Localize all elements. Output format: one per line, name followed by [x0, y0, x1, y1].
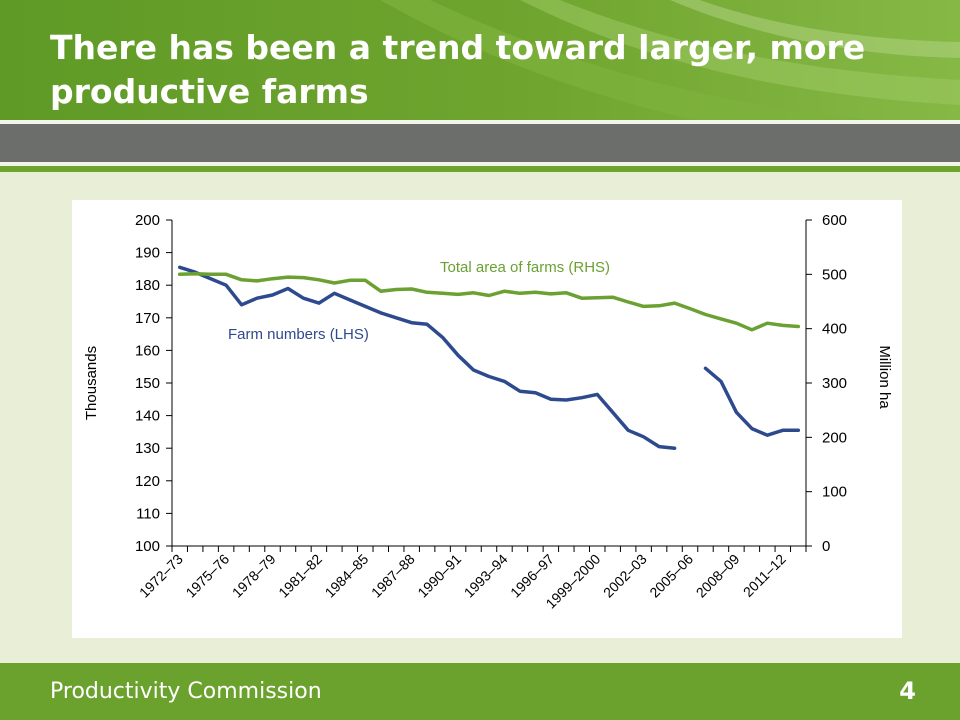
right-axis-tick-label: 100 [822, 484, 847, 501]
chart-panel: 100 110 120 130 140 150 160 170 180 190 200 0 100 200… [72, 200, 902, 638]
left-axis-label: Thousands [83, 346, 100, 420]
left-axis-tick-label: 150 [135, 375, 160, 392]
right-axis-tick-label: 300 [822, 375, 847, 392]
left-axis-tick-label: 190 [135, 245, 160, 262]
slide-header: There has been a trend toward larger, mo… [0, 0, 960, 172]
x-axis-tick-label: 1978–79 [229, 551, 279, 601]
left-axis-tick-label: 110 [136, 505, 160, 522]
x-axis-tick-label: 1975–76 [182, 551, 232, 601]
x-axis-tick-label: 2002–03 [600, 551, 650, 601]
left-axis-tick-label: 100 [135, 538, 160, 555]
right-axis-tick-label: 0 [822, 538, 830, 555]
series-line-farm-numbers [177, 265, 801, 450]
x-axis-tick-label: 1984–85 [322, 551, 372, 601]
right-axis-tick-label: 200 [822, 429, 847, 446]
x-axis-tick-label: 1990–91 [414, 551, 464, 601]
x-axis-tick-label: 2008–09 [693, 551, 743, 601]
x-axis-tick-label: 1981–82 [275, 551, 325, 601]
header-swoosh-decoration [0, 0, 960, 172]
left-axis-tick-label: 140 [135, 408, 160, 425]
series-label-farm-numbers: Farm numbers (LHS) [228, 326, 369, 343]
x-axis-tick-label: 1993–94 [461, 551, 511, 601]
left-axis-tick-label: 120 [135, 473, 160, 490]
left-axis-tick-label: 180 [135, 277, 160, 294]
x-axis-tick-label: 2005–06 [646, 551, 696, 601]
farm-trend-chart: 100 110 120 130 140 150 160 170 180 190 200 0 100 200… [83, 212, 893, 612]
right-axis-tick-label: 500 [822, 266, 847, 283]
left-axis-tick-label: 130 [135, 440, 160, 457]
x-axis-tick-label: 1987–88 [368, 551, 418, 601]
slide-title: There has been a trend toward larger, mo… [50, 28, 866, 111]
series-line-farm-area [177, 272, 801, 332]
left-axis-tick-label: 160 [135, 342, 160, 359]
x-axis-tick-label: 1972–73 [136, 551, 186, 601]
x-axis-tick-label: 2011–12 [740, 551, 789, 600]
right-axis-label: Million ha [876, 345, 893, 409]
right-axis-tick-label: 400 [822, 321, 847, 338]
left-axis-tick-label: 200 [135, 212, 160, 229]
left-axis-tick-label: 170 [135, 310, 160, 327]
right-axis-tick-label: 600 [822, 212, 847, 229]
slide-footer: Productivity Commission 4 [0, 663, 960, 720]
page-number: 4 [899, 677, 916, 705]
footer-organization: Productivity Commission [50, 679, 322, 704]
series-label-farm-area: Total area of farms (RHS) [440, 259, 610, 276]
